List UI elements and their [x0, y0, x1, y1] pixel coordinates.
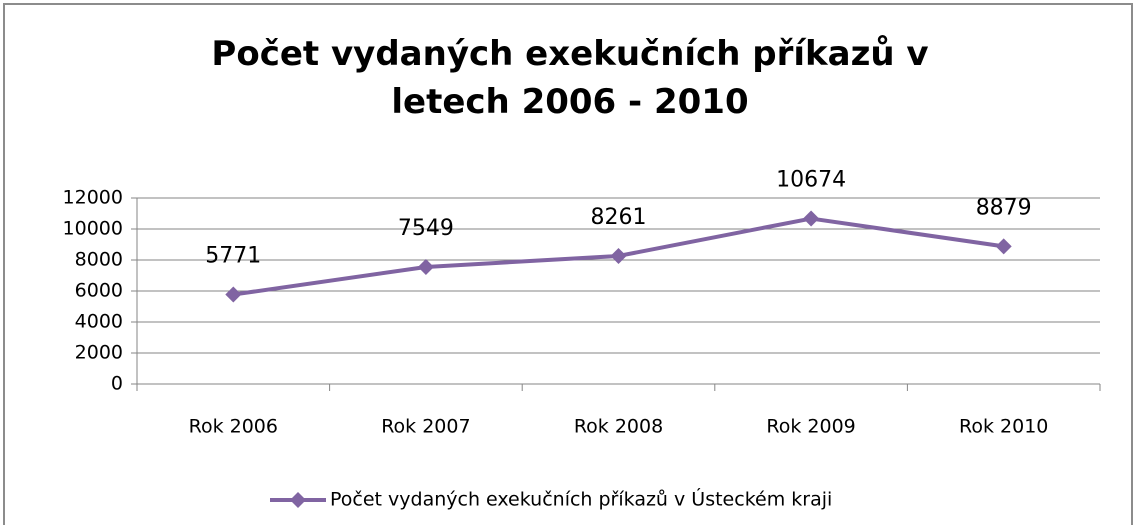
point-marker: [610, 247, 627, 264]
point-marker: [995, 238, 1012, 255]
x-tick-label: Rok 2009: [766, 416, 855, 438]
x-tick-label: Rok 2007: [381, 416, 470, 438]
point-marker: [417, 258, 434, 275]
x-tick-label: Rok 2008: [574, 416, 663, 438]
y-tick-label: 0: [111, 373, 123, 395]
y-tick-label: 12000: [63, 187, 123, 209]
legend-marker: [290, 492, 306, 508]
data-label: 8261: [591, 205, 647, 230]
x-tick-label: Rok 2010: [959, 416, 1048, 438]
data-label: 10674: [776, 168, 846, 193]
y-tick-label: 6000: [75, 280, 123, 302]
data-label: 5771: [205, 244, 261, 269]
y-tick-label: 10000: [63, 218, 123, 240]
point-marker: [225, 286, 242, 303]
y-tick-label: 2000: [75, 342, 123, 364]
y-tick-label: 4000: [75, 311, 123, 333]
chart-frame: [3, 3, 1133, 525]
legend-label: Počet vydaných exekučních příkazů v Úste…: [330, 487, 832, 511]
y-tick-label: 8000: [75, 249, 123, 271]
data-label: 7549: [398, 216, 454, 241]
x-tick-label: Rok 2006: [189, 416, 278, 438]
point-marker: [803, 210, 820, 227]
chart-title: Počet vydaných exekučních příkazů v lete…: [211, 34, 929, 122]
data-label: 8879: [976, 195, 1032, 220]
